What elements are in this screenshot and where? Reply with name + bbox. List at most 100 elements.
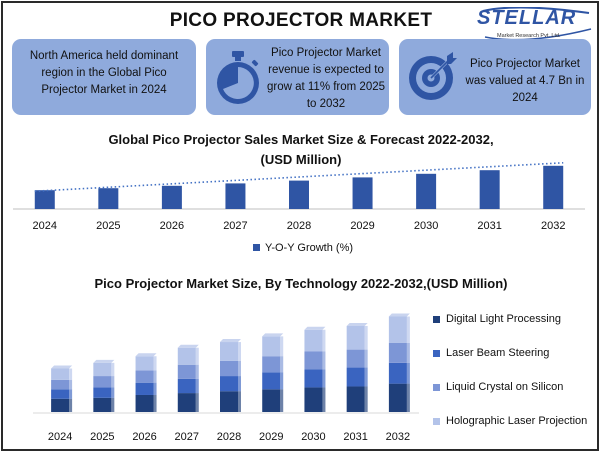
sales-bar xyxy=(416,173,437,209)
technology-bar-side xyxy=(111,376,115,388)
technology-bar-segment xyxy=(135,356,154,371)
technology-bar-top xyxy=(135,353,157,357)
technology-bar-segment xyxy=(304,387,323,412)
technology-bar-side xyxy=(238,360,241,377)
technology-x-tick-label: 2031 xyxy=(343,431,367,443)
sales-chart-subtitle: (USD Million) xyxy=(260,152,342,167)
technology-x-tick-label: 2029 xyxy=(259,431,283,443)
logo-swoosh-icon xyxy=(482,7,592,41)
sales-x-tick-label: 2030 xyxy=(414,220,438,232)
technology-bar-segment xyxy=(93,387,112,398)
sales-x-tick-label: 2028 xyxy=(287,220,311,232)
technology-bar-side xyxy=(364,349,368,368)
technology-legend-item: Laser Beam Steering xyxy=(433,347,549,359)
technology-bar-side xyxy=(238,391,241,412)
sales-bar xyxy=(34,190,55,209)
technology-x-tick-label: 2026 xyxy=(132,431,156,443)
technology-bar-segment xyxy=(388,362,407,384)
sales-bar xyxy=(161,185,182,209)
logo-wordmark: STELLAR xyxy=(477,7,577,29)
sales-x-tick-label: 2024 xyxy=(33,220,57,232)
sales-legend-label: Y-O-Y Growth (%) xyxy=(265,242,353,254)
technology-bar-top xyxy=(388,313,410,317)
technology-bar-side xyxy=(69,379,73,390)
technology-bar-segment xyxy=(177,364,196,379)
technology-bar-segment xyxy=(51,368,70,380)
technology-legend-label: Holographic Laser Projection xyxy=(446,415,588,427)
technology-x-tick-label: 2032 xyxy=(386,431,410,443)
technology-bar-segment xyxy=(177,378,196,394)
technology-bar-side xyxy=(406,342,410,363)
technology-bar-top xyxy=(346,322,368,326)
technology-bar-side xyxy=(238,376,241,392)
technology-bar-side xyxy=(280,336,284,357)
technology-chart-title: Pico Projector Market Size, By Technolog… xyxy=(94,276,508,291)
technology-legend-label: Liquid Crystal on Silicon xyxy=(446,381,564,393)
technology-bar-segment xyxy=(304,351,323,370)
technology-x-tick-label: 2025 xyxy=(90,431,114,443)
technology-bar-side xyxy=(195,393,199,412)
technology-bar-segment xyxy=(51,389,70,399)
sales-legend-swatch xyxy=(253,244,260,251)
technology-bar-side xyxy=(322,369,326,388)
sales-x-tick-label: 2032 xyxy=(541,220,565,232)
technology-bar-side xyxy=(406,316,410,343)
technology-bar-side xyxy=(322,387,326,412)
technology-bar-segment xyxy=(93,376,112,388)
sales-x-tick-label: 2027 xyxy=(223,220,247,232)
technology-bar-segment xyxy=(346,367,365,387)
technology-bar-segment xyxy=(220,342,238,361)
technology-bar-segment xyxy=(51,379,70,390)
technology-bar-segment xyxy=(346,325,365,350)
technology-bar-segment xyxy=(262,356,281,373)
technology-bar-segment xyxy=(388,342,407,363)
technology-bar-side xyxy=(364,386,368,412)
technology-bar-side xyxy=(280,389,284,412)
sales-bar xyxy=(543,165,564,209)
technology-bar-side xyxy=(153,394,157,412)
technology-bar-segment xyxy=(262,336,281,357)
technology-x-tick-label: 2030 xyxy=(301,431,325,443)
technology-bar-side xyxy=(153,382,157,395)
technology-legend-label: Digital Light Processing xyxy=(446,313,561,325)
technology-stacked-bar-chart: 2024 2025 2026 2027 2028 2029 2030 2031 2032 xyxy=(33,313,419,443)
info-card-region: North America held dominant region in th… xyxy=(12,39,196,115)
technology-legend-swatch xyxy=(433,417,440,425)
logo-tagline: Market Research Pvt. Ltd. xyxy=(497,33,561,39)
sales-bar xyxy=(98,188,119,209)
technology-bar-side xyxy=(69,389,73,399)
technology-bar-segment xyxy=(135,382,154,395)
technology-bar-side xyxy=(195,378,199,394)
info-card-value-text: Pico Projector Market was valued at 4.7 … xyxy=(465,58,585,104)
sales-trend-line xyxy=(34,162,564,192)
technology-bar-side xyxy=(195,364,199,379)
sales-chart-title: Global Pico Projector Sales Market Size … xyxy=(108,132,494,147)
technology-bar-segment xyxy=(51,398,70,412)
technology-bar-segment xyxy=(346,386,365,412)
technology-bar-top xyxy=(93,359,115,363)
technology-legend-item: Liquid Crystal on Silicon xyxy=(433,381,563,393)
page-title: PICO PROJECTOR MARKET xyxy=(169,10,433,31)
technology-bar-segment xyxy=(388,383,407,412)
technology-bar-segment xyxy=(93,397,112,412)
technology-bar-segment xyxy=(135,370,154,383)
technology-bar-segment xyxy=(135,394,154,412)
info-card-value: Pico Projector Market was valued at 4.7 … xyxy=(399,39,591,115)
technology-x-tick-label: 2027 xyxy=(175,431,199,443)
sales-bar xyxy=(289,180,309,209)
technology-bar-top xyxy=(304,326,326,330)
stellar-logo: STELLAR Market Research Pvt. Ltd. xyxy=(477,7,595,47)
technology-x-tick-label: 2028 xyxy=(217,431,241,443)
sales-bar xyxy=(225,183,246,209)
technology-bar-top xyxy=(51,365,73,369)
technology-bar-side xyxy=(69,368,73,380)
sales-bar xyxy=(352,177,373,209)
sales-bar xyxy=(479,170,500,209)
technology-bar-side xyxy=(322,351,326,370)
technology-bar-side xyxy=(69,398,73,412)
technology-bar-side xyxy=(280,356,284,373)
technology-bar-side xyxy=(238,342,241,361)
technology-bar-side xyxy=(111,397,115,412)
technology-bar-segment xyxy=(177,347,196,365)
